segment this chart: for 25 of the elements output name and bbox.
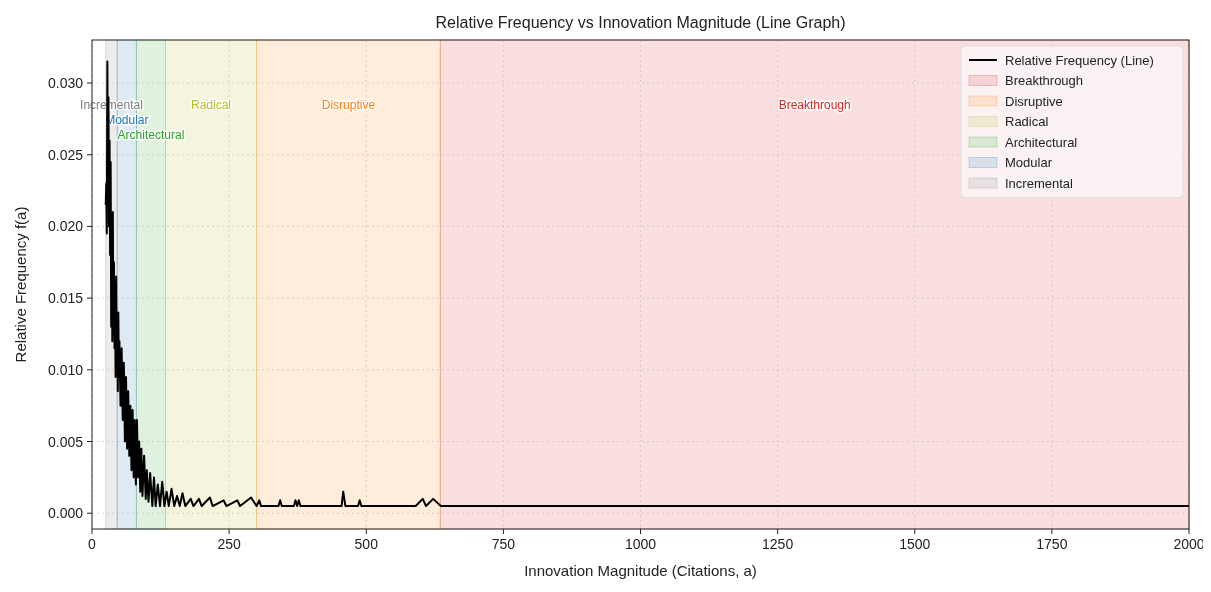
y-tick-label: 0.005 xyxy=(47,433,84,450)
x-tick-label: 250 xyxy=(217,536,242,552)
x-tick-label: 1000 xyxy=(624,536,657,552)
y-axis-title: Relative Frequency f(a) xyxy=(12,206,29,363)
y-tick-label: 0.015 xyxy=(47,290,84,307)
band-label: Radical xyxy=(191,97,232,112)
legend: Relative Frequency (Line) Breakthrough Disruptive Radical Architectural Modular Incremental xyxy=(960,45,1184,198)
legend-label: Relative Frequency (Line) xyxy=(1005,52,1154,68)
y-tick-label: 0.030 xyxy=(47,75,84,92)
x-tick-label: 0 xyxy=(88,536,97,552)
x-tick-label: 500 xyxy=(354,536,379,552)
band-label: Breakthrough xyxy=(1005,73,1084,88)
y-tick-label: 0.020 xyxy=(47,218,84,235)
x-axis-title: Innovation Magnitude (Citations, a) xyxy=(524,562,757,579)
band-label: Disruptive xyxy=(321,97,376,112)
x-tick-label: 750 xyxy=(491,536,516,552)
y-tick-label: 0.000 xyxy=(47,505,84,522)
y-tick-label: 0.010 xyxy=(47,361,84,378)
x-tick-label: 1750 xyxy=(1036,536,1068,552)
text: Breakthrough xyxy=(778,97,851,112)
y-tick-label: 0.025 xyxy=(47,146,84,163)
x-tick-label: 1500 xyxy=(899,536,931,552)
chart-title: Relative Frequency vs Innovation Magnitude (Line Graph) xyxy=(435,14,846,31)
band-label: Architectural xyxy=(117,127,185,142)
x-tick-label: 1250 xyxy=(762,536,794,552)
